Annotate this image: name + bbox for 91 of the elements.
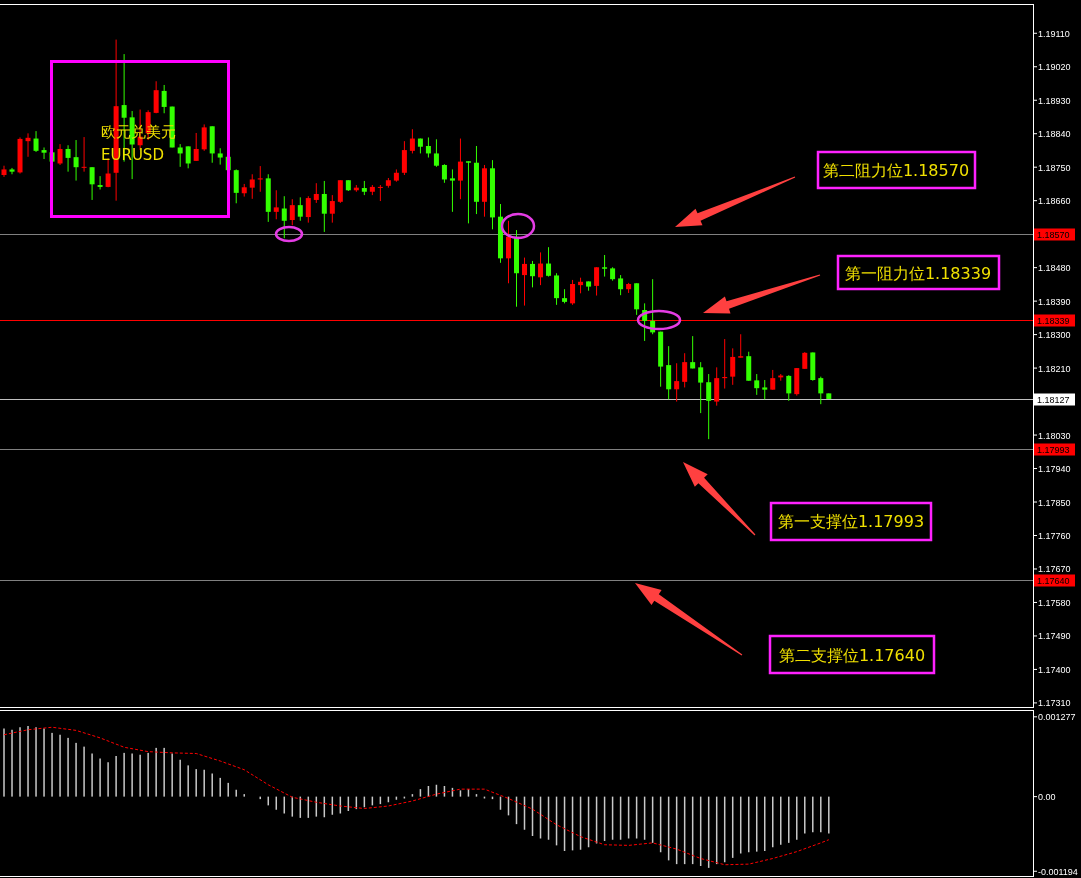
y-tick-label: 1.18030 [1038, 430, 1071, 441]
y-tick-label: 1.17400 [1038, 664, 1071, 675]
candlestick [297, 196, 303, 222]
y-tick-label: 1.18840 [1038, 129, 1071, 140]
ref-line-label: 1.18127 [1037, 395, 1070, 405]
candlestick [433, 138, 439, 168]
ref-line-label: 1.17993 [1037, 445, 1070, 455]
candlestick [89, 166, 95, 201]
candlestick [818, 376, 824, 405]
candlestick [177, 143, 183, 168]
line-series [3, 726, 830, 866]
ref-line-label: 1.17640 [1037, 576, 1070, 586]
candlestick [690, 335, 696, 369]
candlestick [570, 279, 576, 306]
y-tick-label: 1.17760 [1038, 531, 1071, 541]
y-tick-label: 0.00 [1038, 792, 1056, 803]
y-tick-label: 1.19110 [1038, 28, 1070, 39]
candlestick [786, 374, 792, 402]
candlestick [1, 165, 7, 178]
candlestick [538, 251, 544, 286]
candlestick [409, 128, 415, 154]
candlestick [465, 160, 471, 224]
candlestick [425, 136, 431, 159]
candlestick [441, 163, 447, 184]
candlestick [546, 246, 552, 278]
candlestick [770, 369, 776, 391]
candlestick [281, 195, 287, 239]
candlestick [161, 84, 167, 114]
candlestick [289, 198, 295, 226]
candlestick [33, 130, 39, 153]
y-tick-label: 1.17670 [1038, 564, 1071, 575]
candlestick [602, 254, 608, 278]
candlestick [273, 189, 279, 220]
candlestick [401, 140, 407, 176]
y-tick-label: 1.18660 [1038, 196, 1071, 207]
ref-line-label: 1.18339 [1037, 316, 1070, 326]
y-tick-label: 1.17490 [1038, 631, 1071, 642]
annotation: 第一阻力位1.18339 [844, 264, 992, 283]
candlestick [449, 168, 455, 213]
candlestick [193, 132, 199, 162]
y-tick-label: -0.001194 [1038, 866, 1078, 877]
candlestick [594, 266, 600, 297]
y-tick-label: 1.17850 [1038, 497, 1071, 508]
candlestick [738, 333, 744, 359]
candlestick [762, 379, 768, 400]
candlestick [754, 373, 760, 396]
candlestick [714, 366, 720, 407]
y-tick-label: 1.19020 [1038, 62, 1071, 73]
y-tick-label: 1.18930 [1038, 95, 1071, 106]
candlestick [530, 260, 536, 288]
candlestick [377, 184, 383, 202]
candlestick [313, 182, 319, 204]
candlestick [9, 167, 15, 175]
candlestick [305, 195, 311, 224]
candlestick [522, 257, 528, 307]
candlestick [41, 146, 47, 160]
candlestick [698, 361, 704, 414]
candlestick [457, 138, 463, 200]
annotation: 第二阻力位1.18570 [822, 161, 970, 180]
candlestick [201, 123, 207, 152]
y-tick-label: 1.17580 [1038, 597, 1071, 608]
candlestick [73, 139, 79, 182]
y-tick-label: 1.18750 [1038, 162, 1071, 173]
y-tick-label: 1.17940 [1038, 464, 1071, 475]
y-tick-label: 1.18390 [1038, 296, 1071, 307]
candlestick [321, 180, 327, 233]
annotation: 第一支撑位1.17993 [777, 512, 925, 531]
candlestick [185, 145, 191, 169]
candlestick [706, 373, 712, 440]
y-tick-label: 1.18210 [1038, 363, 1071, 374]
y-tick-label: 1.18300 [1038, 330, 1071, 341]
candlestick [505, 220, 511, 284]
candlestick [554, 272, 560, 306]
y-tick-label: 1.18480 [1038, 263, 1071, 274]
candlestick [682, 352, 688, 388]
annotation: 第二支撑位1.17640 [778, 646, 926, 665]
candlestick [97, 175, 103, 191]
candlestick [337, 179, 343, 204]
candlestick [233, 168, 239, 204]
candlestick [674, 362, 680, 403]
candlestick [153, 80, 159, 114]
y-tick-label: 0.001277 [1038, 712, 1076, 723]
candlestick [618, 274, 624, 296]
candlestick [730, 347, 736, 386]
ref-line-label: 1.18570 [1037, 230, 1070, 240]
candlestick [81, 136, 87, 173]
candlestick [329, 194, 335, 224]
candlestick [249, 173, 255, 200]
candlestick [65, 144, 71, 173]
candlestick [57, 143, 63, 166]
y-tick-label: 1.17310 [1038, 698, 1071, 709]
